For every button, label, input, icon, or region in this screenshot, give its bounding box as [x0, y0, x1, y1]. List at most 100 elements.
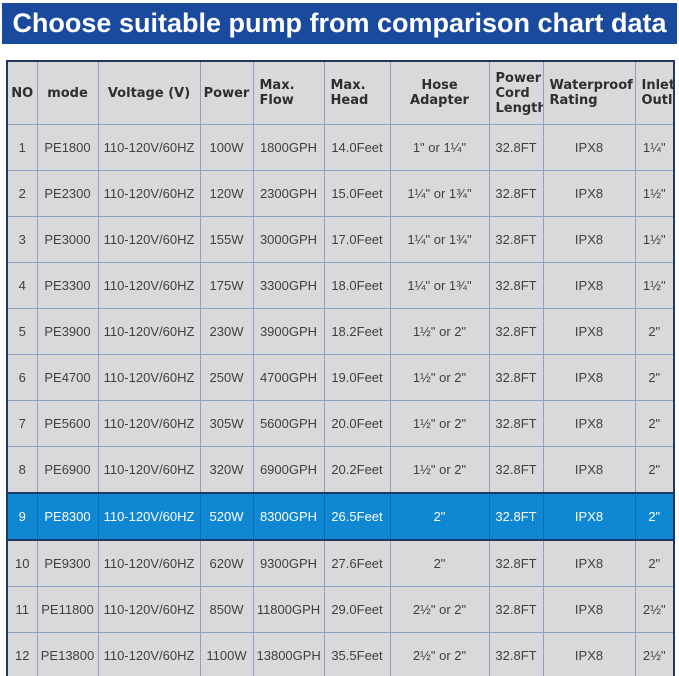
- page-title-banner: Choose suitable pump from comparison cha…: [2, 3, 677, 44]
- cell-max-head: 29.0Feet: [323, 586, 391, 633]
- cell-mode: PE2300: [36, 170, 99, 217]
- cell-voltage-v: 110-120V/60HZ: [97, 632, 201, 676]
- cell-no: 3: [6, 216, 38, 263]
- table-row: 6 PE4700 110-120V/60HZ 250W 4700GPH 19.0Feet 1…: [6, 354, 675, 401]
- cell-no: 9: [6, 492, 38, 541]
- cell-voltage-v: 110-120V/60HZ: [97, 539, 201, 587]
- cell-hose-adapter: 1" or 1¼": [389, 124, 490, 171]
- cell-voltage-v: 110-120V/60HZ: [97, 170, 201, 217]
- cell-max-flow: 2300GPH: [252, 170, 325, 217]
- cell-hose-adapter: 1¼" or 1¾": [389, 216, 490, 263]
- column-header-power: Power: [199, 60, 254, 125]
- cell-mode: PE5600: [36, 400, 99, 447]
- cell-voltage-v: 110-120V/60HZ: [97, 354, 201, 401]
- cell-voltage-v: 110-120V/60HZ: [97, 446, 201, 494]
- cell-no: 2: [6, 170, 38, 217]
- pump-comparison-table: NO mode Voltage (V) Power Max. Flow Max. Head…: [6, 60, 675, 676]
- cell-hose-adapter: 1¼" or 1¾": [389, 170, 490, 217]
- cell-no: 7: [6, 400, 38, 447]
- cell-voltage-v: 110-120V/60HZ: [97, 262, 201, 309]
- cell-power-cord-length: 32.8FT: [488, 170, 544, 217]
- cell-power: 230W: [199, 308, 254, 355]
- cell-no: 11: [6, 586, 38, 633]
- cell-power: 250W: [199, 354, 254, 401]
- cell-inlet-outlet: 2": [634, 308, 675, 355]
- cell-hose-adapter: 1¼" or 1¾": [389, 262, 490, 309]
- cell-no: 1: [6, 124, 38, 171]
- cell-power: 620W: [199, 539, 254, 587]
- table-header-row: NO mode Voltage (V) Power Max. Flow Max. Head…: [6, 60, 675, 125]
- cell-waterproof-rating: IPX8: [542, 400, 636, 447]
- cell-power-cord-length: 32.8FT: [488, 124, 544, 171]
- cell-mode: PE8300: [36, 492, 99, 541]
- table-row: 12 PE13800 110-120V/60HZ 1100W 13800GPH 35.5F…: [6, 632, 675, 676]
- table-row: 8 PE6900 110-120V/60HZ 320W 6900GPH 20.2Feet 1…: [6, 446, 675, 494]
- column-header-inlet-outlet: Inlet/ Outlet: [634, 60, 675, 125]
- cell-max-head: 20.0Feet: [323, 400, 391, 447]
- table-body: 1 PE1800 110-120V/60HZ 100W 1800GPH 14.0Feet 1…: [6, 124, 675, 676]
- cell-mode: PE3000: [36, 216, 99, 263]
- table-header: NO mode Voltage (V) Power Max. Flow Max. Head…: [6, 60, 675, 125]
- cell-hose-adapter: 1½" or 2": [389, 400, 490, 447]
- cell-power: 175W: [199, 262, 254, 309]
- cell-no: 12: [6, 632, 38, 676]
- column-header-waterproof-rating: Waterproof Rating: [542, 60, 636, 125]
- cell-hose-adapter: 2": [389, 492, 490, 541]
- column-header-power-cord-length: Power Cord Length: [488, 60, 544, 125]
- cell-waterproof-rating: IPX8: [542, 216, 636, 263]
- cell-no: 4: [6, 262, 38, 309]
- cell-mode: PE4700: [36, 354, 99, 401]
- cell-mode: PE11800: [36, 586, 99, 633]
- cell-inlet-outlet: 2": [634, 539, 675, 587]
- column-header-max-head: Max. Head: [323, 60, 391, 125]
- cell-max-flow: 1800GPH: [252, 124, 325, 171]
- cell-power: 155W: [199, 216, 254, 263]
- cell-inlet-outlet: 2½": [634, 586, 675, 633]
- cell-max-flow: 13800GPH: [252, 632, 325, 676]
- cell-max-flow: 8300GPH: [252, 492, 325, 541]
- cell-hose-adapter: 2½" or 2": [389, 632, 490, 676]
- cell-power: 120W: [199, 170, 254, 217]
- cell-waterproof-rating: IPX8: [542, 170, 636, 217]
- cell-max-flow: 5600GPH: [252, 400, 325, 447]
- cell-max-flow: 9300GPH: [252, 539, 325, 587]
- cell-no: 5: [6, 308, 38, 355]
- cell-waterproof-rating: IPX8: [542, 308, 636, 355]
- table-row: 10 PE9300 110-120V/60HZ 620W 9300GPH 27.6Feet…: [6, 539, 675, 587]
- cell-hose-adapter: 1½" or 2": [389, 308, 490, 355]
- cell-max-flow: 3000GPH: [252, 216, 325, 263]
- cell-max-flow: 6900GPH: [252, 446, 325, 494]
- cell-max-flow: 3900GPH: [252, 308, 325, 355]
- cell-hose-adapter: 1½" or 2": [389, 446, 490, 494]
- cell-max-head: 18.0Feet: [323, 262, 391, 309]
- cell-max-flow: 11800GPH: [252, 586, 325, 633]
- page-title: Choose suitable pump from comparison cha…: [12, 8, 667, 38]
- cell-mode: PE3900: [36, 308, 99, 355]
- cell-waterproof-rating: IPX8: [542, 539, 636, 587]
- cell-max-head: 19.0Feet: [323, 354, 391, 401]
- cell-inlet-outlet: 2": [634, 492, 675, 541]
- cell-hose-adapter: 2": [389, 539, 490, 587]
- table-row: 4 PE3300 110-120V/60HZ 175W 3300GPH 18.0Feet 1…: [6, 262, 675, 309]
- table-row: 11 PE11800 110-120V/60HZ 850W 11800GPH 29.0Fe…: [6, 586, 675, 633]
- table-row: 7 PE5600 110-120V/60HZ 305W 5600GPH 20.0Feet 1…: [6, 400, 675, 447]
- cell-waterproof-rating: IPX8: [542, 124, 636, 171]
- cell-power: 850W: [199, 586, 254, 633]
- cell-inlet-outlet: 1½": [634, 170, 675, 217]
- cell-power-cord-length: 32.8FT: [488, 539, 544, 587]
- cell-voltage-v: 110-120V/60HZ: [97, 586, 201, 633]
- cell-mode: PE9300: [36, 539, 99, 587]
- cell-voltage-v: 110-120V/60HZ: [97, 124, 201, 171]
- cell-inlet-outlet: 1¼": [634, 124, 675, 171]
- cell-inlet-outlet: 2": [634, 446, 675, 494]
- cell-mode: PE3300: [36, 262, 99, 309]
- cell-power: 520W: [199, 492, 254, 541]
- cell-power-cord-length: 32.8FT: [488, 216, 544, 263]
- cell-max-head: 27.6Feet: [323, 539, 391, 587]
- cell-power-cord-length: 32.8FT: [488, 446, 544, 494]
- cell-power-cord-length: 32.8FT: [488, 586, 544, 633]
- cell-power: 320W: [199, 446, 254, 494]
- cell-max-head: 26.5Feet: [323, 492, 391, 541]
- cell-mode: PE6900: [36, 446, 99, 494]
- cell-max-head: 15.0Feet: [323, 170, 391, 217]
